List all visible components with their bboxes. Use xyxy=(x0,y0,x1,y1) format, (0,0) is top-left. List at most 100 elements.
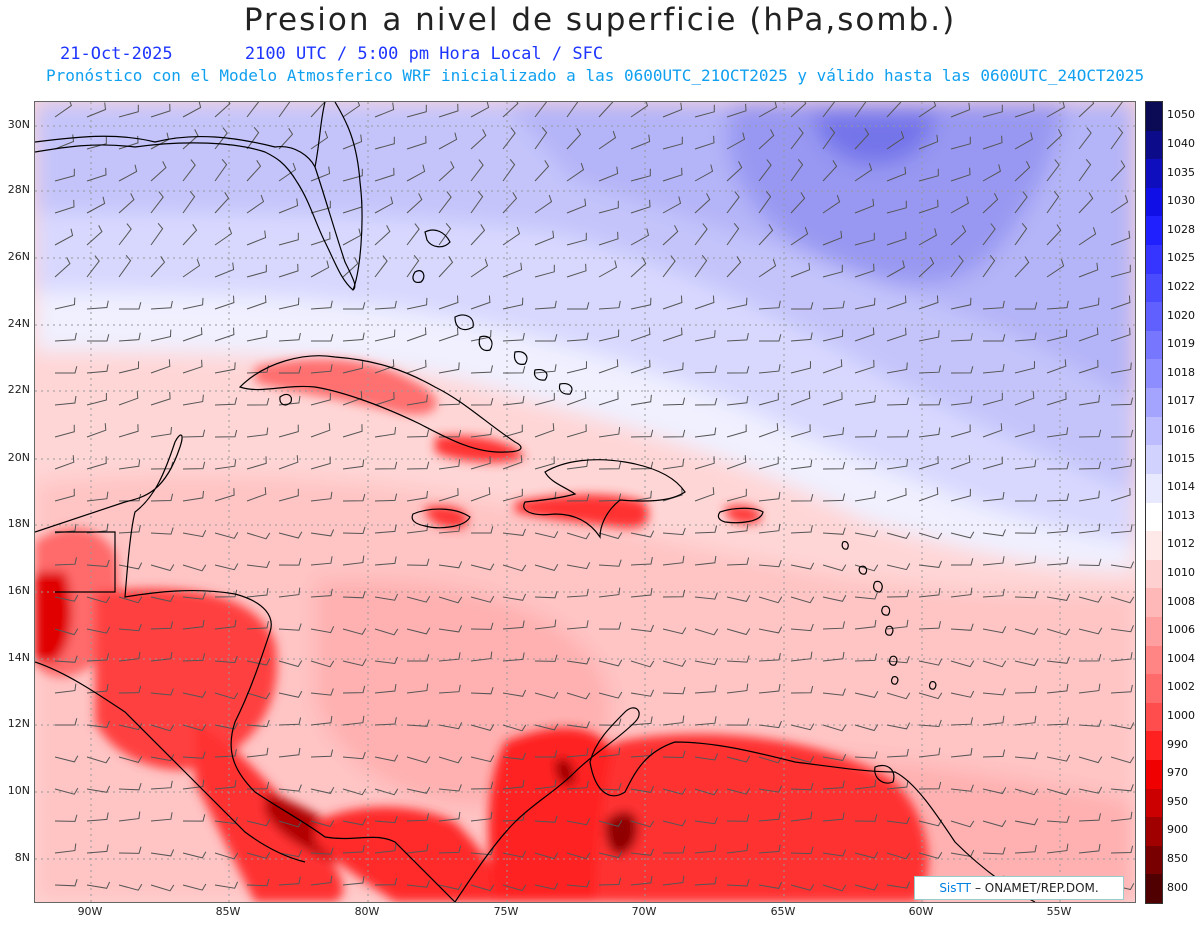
wind-barb xyxy=(918,397,942,406)
wind-barb xyxy=(566,692,591,700)
wind-barb xyxy=(790,102,807,118)
wind-barb xyxy=(854,327,875,342)
wind-barb xyxy=(438,784,462,792)
wind-barb xyxy=(342,659,367,667)
wind-barb xyxy=(1014,132,1033,150)
wind-barb xyxy=(278,232,299,246)
wind-barb xyxy=(1046,843,1069,854)
wind-barb xyxy=(982,626,1007,634)
wind-barb xyxy=(310,749,334,758)
wind-barb xyxy=(759,334,782,342)
wind-barb xyxy=(374,136,395,150)
wind-barb xyxy=(342,459,365,470)
wind-barb xyxy=(854,128,870,150)
wind-barb xyxy=(118,723,143,731)
colorbar-swatch-1002 xyxy=(1146,674,1162,704)
wind-barb xyxy=(854,163,873,182)
wind-barb xyxy=(1046,224,1062,246)
wind-barb xyxy=(278,820,303,828)
wind-barb xyxy=(630,359,651,374)
wind-barb xyxy=(982,491,1005,502)
wind-barb xyxy=(246,102,260,118)
wind-barb xyxy=(438,327,459,342)
lon-label-70w: 70W xyxy=(631,905,657,918)
wind-barb xyxy=(470,487,491,502)
wind-barb xyxy=(662,555,685,566)
wind-barb xyxy=(918,621,941,630)
wind-barb xyxy=(342,257,359,278)
wind-barb xyxy=(150,564,175,572)
wind-barb xyxy=(214,655,238,664)
wind-barb xyxy=(54,594,79,602)
wind-barb xyxy=(310,660,335,668)
wind-barb xyxy=(374,877,398,886)
wind-barb xyxy=(502,528,526,536)
wind-barb xyxy=(598,260,618,278)
wind-barb xyxy=(566,332,589,342)
wind-barb xyxy=(694,788,719,796)
wind-barb xyxy=(982,192,999,214)
wind-barb xyxy=(630,820,655,828)
wind-barb xyxy=(246,264,267,278)
wind-barb xyxy=(310,200,331,214)
wind-barb xyxy=(118,883,143,891)
wind-barb xyxy=(1110,684,1133,694)
wind-barb xyxy=(790,651,813,662)
wind-barb xyxy=(374,359,395,374)
wind-barb xyxy=(1078,227,1097,246)
colorbar-swatch-1004 xyxy=(1146,645,1162,675)
wind-barb xyxy=(502,297,524,310)
wind-barb xyxy=(1015,302,1038,310)
wind-barb xyxy=(790,127,804,150)
wind-barb xyxy=(374,684,397,694)
wind-barb xyxy=(182,224,198,246)
lat-label-30n: 30N xyxy=(7,118,30,131)
wind-barb xyxy=(150,812,173,822)
wind-barb xyxy=(1110,487,1131,502)
colorbar-swatch-1022 xyxy=(1146,273,1162,303)
wind-barb xyxy=(342,391,363,406)
wind-barb xyxy=(566,532,591,540)
wind-barb xyxy=(630,490,652,502)
wind-barb xyxy=(790,782,814,791)
lon-label-65w: 65W xyxy=(770,905,796,918)
colorbar-label-1025: 1025 xyxy=(1167,251,1195,265)
wind-barb xyxy=(214,327,235,342)
wind-barb xyxy=(1078,719,1102,727)
wind-barb xyxy=(1014,459,1037,470)
wind-barb xyxy=(246,692,271,700)
wind-barb xyxy=(374,167,395,182)
wind-barb xyxy=(534,300,557,310)
wind-barb xyxy=(1046,683,1069,694)
wind-barb xyxy=(790,493,814,502)
colorbar-label-1035: 1035 xyxy=(1167,165,1195,179)
wind-barb xyxy=(1110,160,1126,182)
wind-barb xyxy=(726,256,742,278)
wind-barb xyxy=(598,820,623,827)
wind-barb xyxy=(438,459,461,470)
lon-label-75w: 75W xyxy=(493,905,519,918)
wind-barb xyxy=(86,812,109,822)
wind-barb xyxy=(470,102,490,118)
wind-barb xyxy=(950,297,972,310)
wind-barb xyxy=(886,362,908,374)
wind-barb xyxy=(406,254,420,278)
wind-barb xyxy=(854,619,877,630)
wind-barb xyxy=(662,362,684,374)
wind-barb xyxy=(342,685,366,694)
wind-barb xyxy=(246,560,270,569)
wind-barb xyxy=(886,459,909,470)
wind-barb xyxy=(150,191,164,214)
wind-barb xyxy=(598,559,622,567)
wind-barb xyxy=(86,225,103,246)
wind-barb xyxy=(438,524,461,534)
wind-barb xyxy=(150,222,164,246)
wind-barb xyxy=(246,397,270,406)
wind-barb xyxy=(54,655,78,663)
wind-barb xyxy=(150,103,171,118)
wind-barb xyxy=(214,881,239,889)
wind-barb xyxy=(1110,625,1134,633)
wind-barb xyxy=(182,327,203,342)
wind-barb xyxy=(662,660,687,667)
wind-barb xyxy=(374,255,388,278)
